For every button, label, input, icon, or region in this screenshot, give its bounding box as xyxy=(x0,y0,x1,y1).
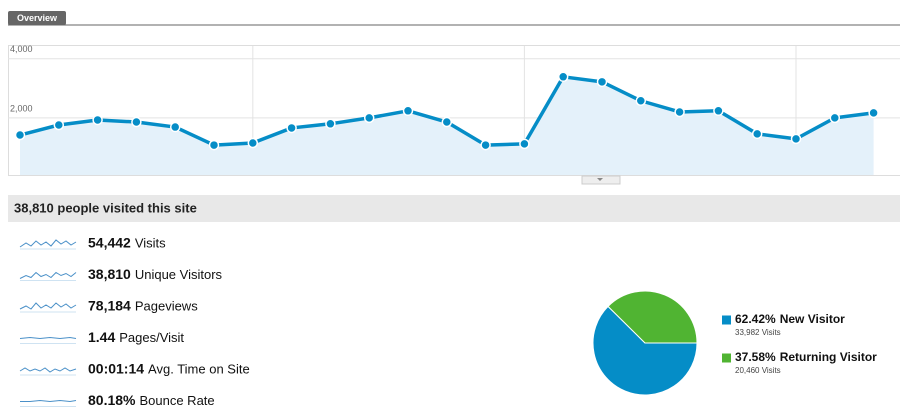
point xyxy=(248,139,257,148)
metric-label: Pageviews xyxy=(135,298,198,313)
summary-title: 38,810 people visited this site xyxy=(14,200,197,215)
sparkline xyxy=(20,338,76,339)
metric-value: 78,184 xyxy=(88,298,131,314)
legend-swatch xyxy=(722,316,731,325)
legend-sublabel: 20,460 Visits xyxy=(735,366,781,375)
point xyxy=(636,96,645,105)
tab-label[interactable]: Overview xyxy=(17,13,58,23)
sparkline xyxy=(20,368,76,372)
metric-value: 00:01:14 xyxy=(88,361,144,377)
metric-label: Unique Visitors xyxy=(135,267,223,282)
point xyxy=(54,120,63,129)
point xyxy=(93,115,102,124)
point xyxy=(404,106,413,115)
point xyxy=(132,118,141,127)
legend-label: Returning Visitor xyxy=(780,350,877,364)
metric-value: 54,442 xyxy=(88,235,131,251)
point xyxy=(287,123,296,132)
legend-value: 37.58% xyxy=(735,350,776,364)
metrics: 54,442 Visits 38,810 Unique Visitors 78,184 P… xyxy=(20,235,250,409)
metric-label: Avg. Time on Site xyxy=(148,361,250,376)
metric-label: Bounce Rate xyxy=(139,393,214,408)
point xyxy=(714,106,723,115)
point xyxy=(520,139,529,148)
point xyxy=(559,72,568,81)
y-tick-label: 2,000 xyxy=(10,103,33,113)
point xyxy=(753,129,762,138)
metric-label: Pages/Visit xyxy=(119,330,184,345)
pie-chart: 62.42% New Visitor 33,982 Visits 37.58% Retu… xyxy=(593,291,877,395)
point xyxy=(16,131,25,140)
point xyxy=(171,123,180,132)
sparkline xyxy=(20,240,76,247)
y-tick-label: 4,000 xyxy=(10,44,33,54)
legend-sublabel: 33,982 Visits xyxy=(735,328,781,337)
point xyxy=(365,113,374,122)
point xyxy=(210,141,219,150)
point xyxy=(442,118,451,127)
metric-value: 38,810 xyxy=(88,266,131,282)
point xyxy=(675,107,684,116)
point xyxy=(792,134,801,143)
point xyxy=(481,141,490,150)
point xyxy=(869,108,878,117)
legend-swatch xyxy=(722,354,731,363)
metric-value: 80.18% xyxy=(88,392,136,408)
metric-label: Visits xyxy=(135,235,166,250)
point xyxy=(830,113,839,122)
sparkline xyxy=(20,303,76,309)
point xyxy=(598,77,607,86)
legend-value: 62.42% xyxy=(735,312,776,326)
sparkline xyxy=(20,273,76,279)
point xyxy=(326,119,335,128)
sparkline xyxy=(20,401,76,402)
metric-value: 1.44 xyxy=(88,329,115,345)
legend-label: New Visitor xyxy=(780,312,845,326)
